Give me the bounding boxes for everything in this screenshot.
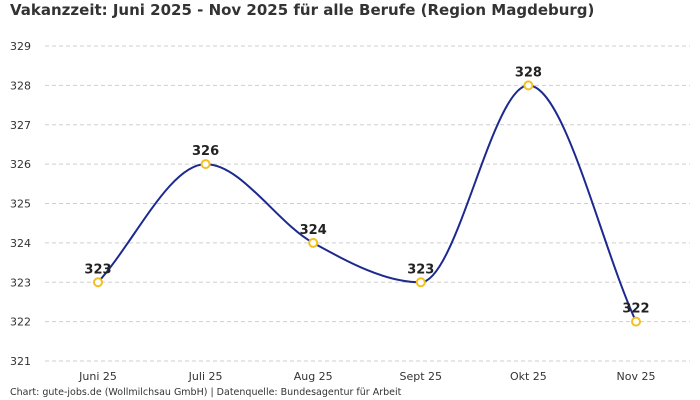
y-tick-label: 321 (10, 355, 31, 368)
data-point (200, 159, 211, 170)
x-tick-label: Aug 25 (294, 370, 333, 383)
y-tick-label: 327 (10, 119, 31, 132)
data-point (415, 277, 426, 288)
data-point (308, 237, 319, 248)
x-tick-label: Nov 25 (617, 370, 656, 383)
y-tick-label: 326 (10, 158, 31, 171)
data-label: 328 (515, 65, 542, 80)
series-line (97, 84, 637, 323)
data-label: 324 (300, 223, 327, 238)
y-tick-label: 329 (10, 40, 31, 53)
x-tick-label: Okt 25 (510, 370, 547, 383)
y-tick-label: 324 (10, 237, 31, 250)
data-label: 326 (192, 144, 219, 159)
y-tick-label: 328 (10, 79, 31, 92)
data-point (631, 316, 641, 327)
chart-title: Vakanzzeit: Juni 2025 - Nov 2025 für all… (10, 1, 595, 19)
y-tick-label: 322 (10, 316, 31, 329)
data-point (523, 80, 534, 91)
x-tick-label: Juli 25 (188, 370, 223, 383)
data-point (93, 277, 103, 288)
y-tick-label: 325 (10, 198, 31, 211)
chart-source-footer: Chart: gute-jobs.de (Wollmilchsau GmbH) … (10, 387, 402, 398)
data-label: 322 (622, 302, 649, 317)
data-label: 323 (407, 262, 434, 277)
data-label: 323 (84, 262, 111, 277)
x-tick-label: Juni 25 (78, 370, 117, 383)
x-tick-label: Sept 25 (400, 370, 443, 383)
y-tick-label: 323 (10, 276, 31, 289)
